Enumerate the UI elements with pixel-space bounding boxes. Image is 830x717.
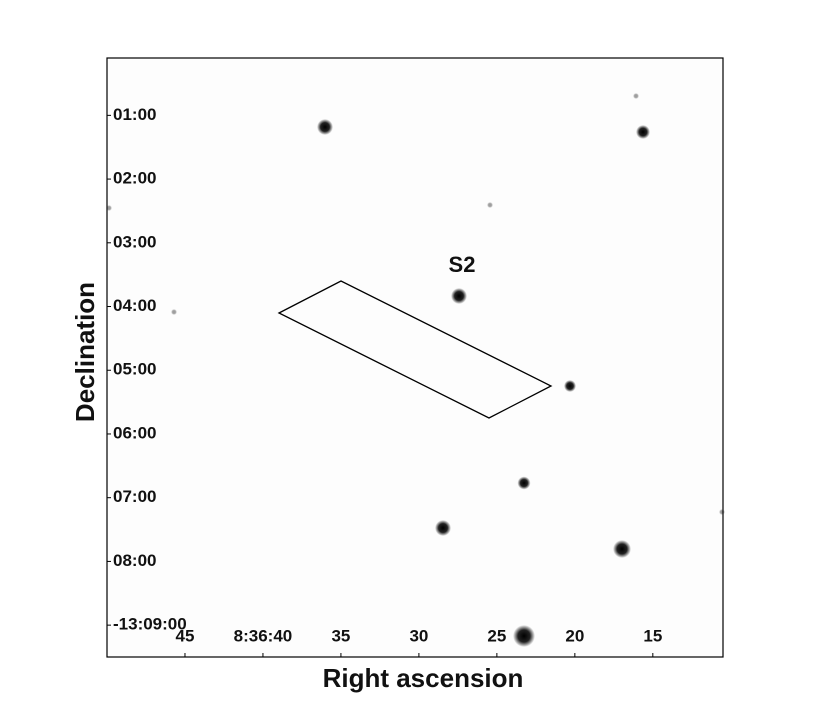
y-tick-label: 02:00 — [113, 169, 156, 188]
y-axis-label: Declination — [70, 282, 100, 422]
x-tick-label: 8:36:40 — [234, 626, 293, 645]
star — [513, 625, 535, 647]
annotation: S2 — [449, 252, 476, 277]
star — [317, 119, 333, 135]
x-tick-label: 15 — [643, 626, 662, 645]
star — [633, 93, 639, 99]
star — [517, 476, 531, 490]
y-tick-label: 03:00 — [113, 232, 156, 251]
y-tick-label: 08:00 — [113, 551, 156, 570]
star — [613, 540, 631, 558]
star — [106, 205, 112, 211]
star — [636, 125, 650, 139]
image-frame — [106, 57, 724, 658]
y-tick-label: 06:00 — [113, 423, 156, 442]
star — [564, 380, 576, 392]
x-tick-label: 35 — [331, 626, 350, 645]
y-tick-label: 04:00 — [113, 296, 156, 315]
star — [451, 288, 467, 304]
x-axis-label: Right ascension — [323, 663, 524, 693]
slit-outline — [277, 280, 553, 419]
x-tick-label: 45 — [176, 626, 195, 645]
star — [435, 520, 451, 536]
star — [171, 309, 177, 315]
star — [487, 202, 493, 208]
y-tick-label: 05:00 — [113, 360, 156, 379]
x-tick-label: 30 — [409, 626, 428, 645]
y-tick-label: 01:00 — [113, 105, 156, 124]
x-tick-label: 25 — [487, 626, 506, 645]
x-tick-label: 20 — [565, 626, 584, 645]
y-tick-label: 07:00 — [113, 487, 156, 506]
y-tick-label: -13:09:00 — [113, 615, 187, 634]
star — [719, 509, 725, 515]
sky-sources — [106, 93, 725, 647]
